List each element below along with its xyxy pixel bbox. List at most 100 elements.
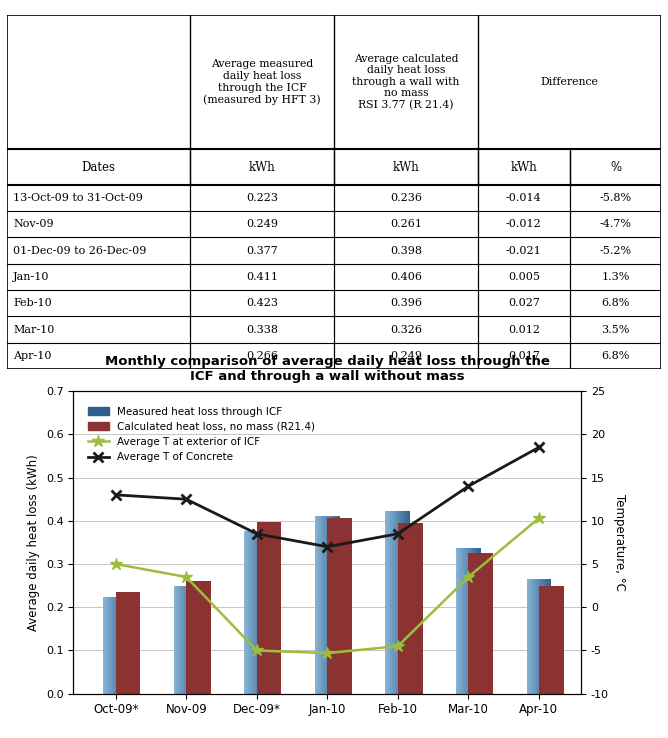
Bar [261, 531, 262, 694]
Bar [475, 548, 476, 694]
Bar [319, 516, 320, 694]
Bar [255, 531, 256, 694]
Bar [527, 579, 528, 694]
Bar [257, 522, 281, 694]
Bar [465, 548, 466, 694]
Bar [117, 597, 118, 694]
Bar [333, 516, 334, 694]
Bar [107, 597, 108, 694]
Bar [530, 579, 532, 694]
Bar [105, 597, 106, 694]
Bar [324, 516, 325, 694]
Text: 6.8%: 6.8% [601, 298, 630, 308]
Bar [338, 516, 339, 694]
Bar [249, 531, 250, 694]
Bar [318, 516, 319, 694]
Bar [104, 597, 105, 694]
Bar [192, 586, 193, 694]
Bar [328, 516, 329, 694]
Bar [337, 516, 338, 694]
Bar [395, 511, 396, 694]
Text: kWh: kWh [393, 161, 420, 173]
Bar [114, 597, 115, 694]
Bar [400, 511, 401, 694]
Bar [187, 586, 188, 694]
Bar [186, 586, 187, 694]
Bar [480, 548, 481, 694]
Bar [456, 548, 457, 694]
Bar [174, 586, 175, 694]
Bar [462, 548, 464, 694]
Text: Feb-10: Feb-10 [13, 298, 52, 308]
Text: kWh: kWh [248, 161, 275, 173]
Bar [112, 597, 114, 694]
Bar [387, 511, 388, 694]
Bar [461, 548, 462, 694]
Bar [320, 516, 321, 694]
Bar [260, 531, 261, 694]
Bar [182, 586, 183, 694]
Text: Dates: Dates [81, 161, 116, 173]
Bar [315, 516, 316, 694]
Text: Jan-10: Jan-10 [13, 272, 49, 282]
Title: Monthly comparison of average daily heat loss through the
ICF and through a wall: Monthly comparison of average daily heat… [105, 355, 550, 383]
Bar [532, 579, 533, 694]
Text: -0.021: -0.021 [506, 246, 542, 255]
Bar [316, 516, 317, 694]
Bar [470, 548, 471, 694]
Bar [262, 531, 263, 694]
Text: 0.398: 0.398 [390, 246, 422, 255]
Bar [265, 531, 266, 694]
Text: kWh: kWh [510, 161, 537, 173]
Text: 0.338: 0.338 [246, 325, 278, 334]
Bar [405, 511, 406, 694]
Bar [125, 597, 126, 694]
Bar [193, 586, 194, 694]
Bar [546, 579, 547, 694]
Bar [386, 511, 387, 694]
Bar [266, 531, 267, 694]
Bar [245, 531, 246, 694]
Bar [111, 597, 112, 694]
Text: Average calculated
daily heat loss
through a wall with
no mass
RSI 3.77 (R 21.4): Average calculated daily heat loss throu… [352, 54, 460, 111]
Bar [541, 579, 542, 694]
Bar [109, 597, 110, 694]
Bar [409, 511, 410, 694]
Text: 0.236: 0.236 [390, 193, 422, 203]
Bar [253, 531, 254, 694]
Text: 6.8%: 6.8% [601, 351, 630, 361]
Text: 0.411: 0.411 [246, 272, 278, 282]
Text: 0.005: 0.005 [508, 272, 540, 282]
Bar [468, 553, 493, 694]
Bar [326, 516, 327, 694]
Bar [458, 548, 460, 694]
Text: 0.012: 0.012 [508, 325, 540, 334]
Bar [539, 579, 540, 694]
Bar [183, 586, 184, 694]
Bar [196, 586, 197, 694]
Text: 0.249: 0.249 [390, 351, 422, 361]
Bar [179, 586, 180, 694]
Text: 0.423: 0.423 [246, 298, 278, 308]
Bar [256, 531, 257, 694]
Bar [539, 586, 564, 694]
Bar [247, 531, 248, 694]
Text: 0.406: 0.406 [390, 272, 422, 282]
Bar [473, 548, 474, 694]
Text: Nov-09: Nov-09 [13, 219, 54, 230]
Bar [478, 548, 479, 694]
Bar [122, 597, 123, 694]
Bar [181, 586, 182, 694]
Text: -4.7%: -4.7% [599, 219, 631, 230]
Bar [191, 586, 192, 694]
Bar [197, 586, 198, 694]
Bar [397, 511, 398, 694]
Bar [186, 581, 211, 694]
Bar [246, 531, 247, 694]
Text: -0.014: -0.014 [506, 193, 542, 203]
Bar [317, 516, 318, 694]
Bar [321, 516, 323, 694]
Bar [194, 586, 195, 694]
Bar [251, 531, 252, 694]
Bar [244, 531, 245, 694]
